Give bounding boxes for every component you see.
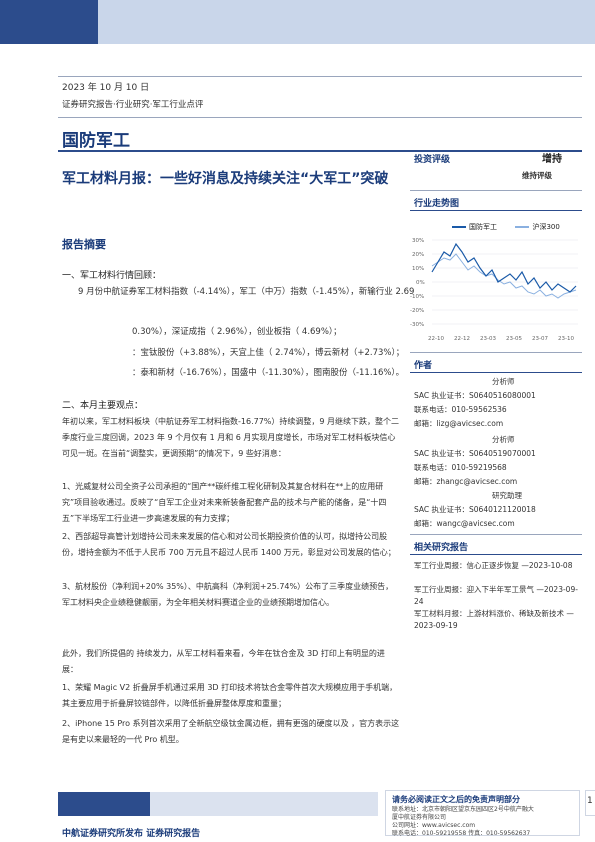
report-subtitle: 证券研究报告·行业研究·军工行业点评 — [62, 100, 204, 110]
trend-rule — [410, 210, 582, 211]
series-line-1 — [431, 242, 577, 293]
author2-name: 分析师 — [492, 435, 515, 444]
report-date: 2023 年 10 月 10 日 — [62, 83, 150, 93]
y-tick: 30% — [412, 238, 424, 244]
related-title: 相关研究报告 — [414, 543, 469, 553]
x-tick: 23-03 — [480, 336, 496, 342]
y-tick: 0% — [416, 280, 425, 286]
author3-name: 研究助理 — [492, 491, 522, 500]
legend-swatch-2 — [515, 226, 530, 228]
footer-bar-light — [150, 792, 378, 816]
legend-label-1: 国防军工 — [469, 223, 497, 231]
section2-para3: 2、西部超导高管计划增持公司未来发展的信心和对公司长期投资价值的认可，拟增持公司… — [62, 532, 396, 557]
section1-line4: ：泰和新材（-16.76%），国盛中（-11.30%），图南股份（-11.16%… — [132, 368, 405, 378]
sector-rule — [58, 150, 582, 152]
sector-title: 国防军工 — [62, 131, 130, 151]
trend-title: 行业走势图 — [414, 199, 460, 209]
author3-line2: 邮箱：wangc@avicsec.com — [414, 519, 515, 528]
x-tick: 23-05 — [506, 336, 522, 342]
y-tick: -20% — [410, 308, 424, 314]
author1-line1: SAC 执业证书：S0640516080001 — [414, 391, 536, 400]
page-number-box — [585, 790, 595, 816]
author1-name: 分析师 — [492, 377, 515, 386]
header-box — [58, 76, 582, 118]
related-item-3[interactable]: 军工材料月报：上游材料涨价、稀缺及新技术 —2023-09-19 — [414, 609, 574, 630]
section1-line3: ：宝钛股份（+3.88%），天宜上佳（ 2.74%），博云新材（+2.73%）； — [132, 348, 405, 358]
related-rule — [410, 554, 582, 555]
y-tick: 10% — [412, 266, 424, 272]
authors-title: 作者 — [414, 361, 433, 371]
y-tick: -30% — [410, 322, 424, 328]
author3-line1: SAC 执业证书：S0640121120018 — [414, 505, 536, 514]
disclaimer-title: 请务必阅读正文之后的免责声明部分 — [392, 795, 520, 804]
section2-para4: 3、航材股份（净利润+20% 35%）、中航高科（净利润+25.74%）公布了三… — [62, 582, 394, 607]
disclaimer-line1: 联系地址：北京市朝阳区望京东园四区2号中航产融大 — [392, 806, 534, 813]
x-tick: 23-07 — [532, 336, 548, 342]
legend-label-2: 沪深300 — [532, 223, 560, 231]
y-tick: -10% — [410, 294, 424, 300]
disclaimer-line3: 公司网址：www.avicsec.com — [392, 822, 476, 829]
author2-line3: 邮箱：zhangc@avicsec.com — [414, 477, 518, 486]
section2-para1: 年初以来，军工材料板块（中航证券军工材料指数-16.77%）持续调整，9 月继续… — [62, 417, 400, 458]
series-line-2 — [431, 253, 577, 299]
related-top-rule — [410, 534, 582, 535]
disclaimer-box — [385, 790, 580, 836]
rating-label: 投资评级 — [414, 155, 451, 165]
section2-para2: 1、光威复材公司全资子公司承担的“国产**碳纤维工程化研制及其复合材料在**上的… — [62, 482, 387, 523]
author2-line1: SAC 执业证书：S0640519070001 — [414, 449, 536, 458]
page-number: 1 — [587, 796, 593, 806]
author1-line3: 邮箱：lizg@avicsec.com — [414, 419, 504, 428]
section2-para6: 1、荣耀 Magic V2 折叠屏手机通过采用 3D 打印技术将钛合金零件首次大… — [62, 683, 398, 708]
authors-rule — [410, 372, 582, 373]
abstract-heading: 报告摘要 — [62, 238, 106, 251]
rating-rule — [410, 190, 582, 191]
disclaimer-line2: 厦中航证券有限公司 — [392, 814, 447, 821]
y-tick: 20% — [412, 252, 424, 258]
authors-top-rule — [410, 352, 582, 353]
section1-heading: 一、军工材料行情回顾： — [62, 271, 162, 281]
top-band — [0, 0, 595, 44]
section1-line1: 9 月份中航证券军工材料指数（-4.14%），军工（中万）指数（-1.45%），… — [78, 287, 415, 297]
related-item-1[interactable]: 军工行业周报：信心正逐步恢复 —2023-10-08 — [414, 561, 573, 570]
trend-chart: 30% 20% 10% 0% -10% -20% -30% 22-10 22-1… — [410, 238, 578, 342]
x-tick: 23-10 — [558, 336, 574, 342]
trend-gridlines — [432, 239, 578, 325]
x-tick: 22-10 — [428, 336, 444, 342]
section2-heading: 二、本月主要观点： — [62, 401, 144, 411]
section1-line2: 0.30%），深证成指（ 2.96%），创业板指（ 4.69%）； — [132, 327, 342, 337]
related-item-2[interactable]: 军工行业周报：迎入下半年军工景气 —2023-09-24 — [414, 585, 578, 606]
report-title: 军工材料月报：一些好消息及持续关注“大军工”突破 — [62, 171, 389, 187]
rating-sub: 维持评级 — [522, 171, 552, 180]
rating-value: 增持 — [542, 154, 562, 165]
author1-line2: 联系电话：010-59562536 — [414, 405, 507, 414]
footer-publisher: 中航证券研究所发布 证券研究报告 — [62, 829, 201, 839]
section2-para5: 此外，我们所提倡的 持续发力，从军工材料看来看，今年在钛合金及 3D 打印上有明… — [62, 649, 385, 674]
trend-legend: 国防军工 沪深300 — [452, 222, 560, 232]
x-tick: 22-12 — [454, 336, 470, 342]
legend-swatch-1 — [452, 226, 466, 228]
section2-para7: 2、iPhone 15 Pro 系列首次采用了全新航空级钛金属边框，拥有更强的硬… — [62, 719, 400, 744]
top-band-accent — [0, 0, 98, 44]
disclaimer-line4: 联系电话：010-59219558 传真：010-59562637 — [392, 830, 531, 837]
author2-line2: 联系电话：010-59219568 — [414, 463, 507, 472]
